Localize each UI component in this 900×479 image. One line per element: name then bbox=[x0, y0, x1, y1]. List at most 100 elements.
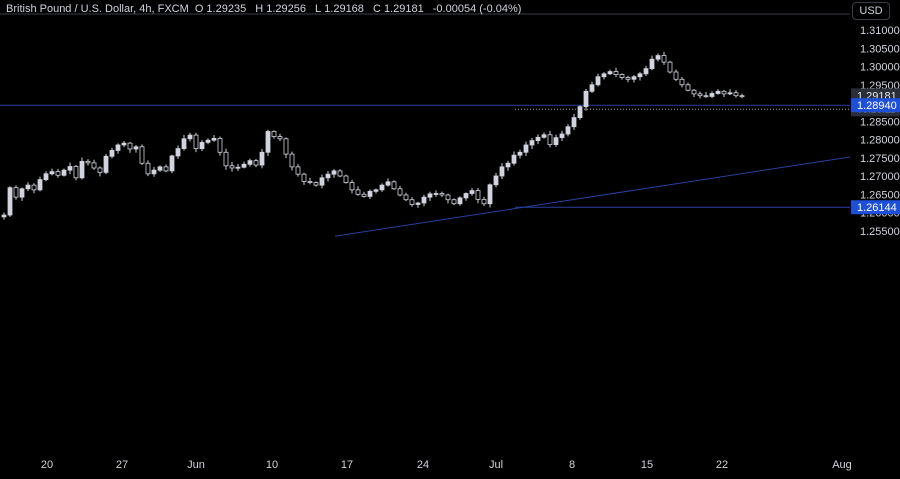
candle-body bbox=[193, 134, 199, 150]
resistance-price-label: 1.28940 bbox=[857, 100, 897, 112]
support-price-label: 1.26144 bbox=[857, 202, 897, 214]
close-value: 1.29181 bbox=[383, 3, 424, 15]
candle-body bbox=[85, 160, 91, 164]
candle-body bbox=[259, 151, 265, 166]
candle-body bbox=[73, 166, 79, 179]
candle-body bbox=[655, 55, 661, 60]
candle-body bbox=[511, 154, 517, 164]
candle-body bbox=[703, 95, 709, 98]
candle-body bbox=[595, 76, 601, 86]
candle-body bbox=[535, 136, 541, 141]
candle-body bbox=[121, 142, 127, 146]
candle-body bbox=[589, 84, 595, 92]
candle-body bbox=[103, 155, 109, 173]
candle-body bbox=[517, 151, 523, 156]
trendline[interactable] bbox=[334, 156, 851, 237]
time-tick-label: 10 bbox=[266, 459, 278, 471]
candle-body bbox=[145, 162, 151, 175]
candle-body bbox=[685, 84, 691, 91]
candle-body bbox=[265, 131, 271, 153]
candle-body bbox=[559, 133, 565, 139]
candle-body bbox=[19, 188, 25, 198]
candle-body bbox=[661, 55, 667, 63]
candle-body bbox=[367, 190, 373, 197]
candle-body bbox=[313, 182, 319, 186]
candle-body bbox=[235, 166, 241, 169]
candle-body bbox=[505, 162, 511, 168]
symbol-name[interactable]: British Pound / U.S. Dollar, 4h, FXCM bbox=[6, 3, 189, 15]
candle-body bbox=[127, 142, 133, 150]
candle-body bbox=[697, 93, 703, 97]
candle-body bbox=[673, 71, 679, 80]
high-value: 1.29256 bbox=[266, 3, 306, 15]
time-tick-label: Aug bbox=[832, 459, 852, 471]
candle-body bbox=[229, 165, 235, 169]
candle-body bbox=[397, 188, 403, 196]
candle-body bbox=[733, 92, 739, 97]
candle-body bbox=[361, 193, 367, 197]
candle-body bbox=[331, 170, 337, 175]
open-value: 1.29235 bbox=[206, 3, 247, 15]
candle-body bbox=[409, 199, 415, 205]
candle-body bbox=[643, 68, 649, 75]
candle-body bbox=[223, 151, 229, 167]
candle-body bbox=[13, 187, 19, 198]
candle-body bbox=[493, 175, 499, 186]
candle-body bbox=[337, 170, 343, 177]
open-key: O bbox=[194, 3, 204, 15]
price-tick-label: 1.25500 bbox=[860, 226, 900, 238]
resistance-price-box bbox=[851, 98, 900, 113]
candle-body bbox=[343, 175, 349, 183]
candle-body bbox=[403, 194, 409, 201]
candle-body bbox=[583, 90, 589, 108]
candle-body bbox=[373, 189, 379, 192]
price-tick-label: 1.28500 bbox=[860, 116, 900, 128]
candle-body bbox=[349, 182, 355, 191]
candle-body bbox=[601, 73, 607, 78]
time-tick-label: 22 bbox=[716, 459, 728, 471]
candle-body bbox=[727, 92, 733, 95]
candle-body bbox=[487, 184, 493, 205]
candle-body bbox=[547, 134, 553, 146]
candle-body bbox=[445, 194, 451, 201]
time-tick-label: 8 bbox=[569, 459, 575, 471]
currency-button[interactable]: USD bbox=[852, 2, 890, 20]
price-tick-label: 1.27000 bbox=[860, 171, 900, 183]
candle-body bbox=[427, 193, 433, 198]
candle-body bbox=[61, 169, 67, 176]
candle-body bbox=[691, 89, 697, 95]
candle-body bbox=[721, 90, 727, 95]
support-price-box bbox=[851, 200, 900, 215]
candle-body bbox=[379, 184, 385, 191]
price-tick-label: 1.30500 bbox=[860, 43, 900, 55]
candle-body bbox=[205, 139, 211, 143]
candle-body bbox=[631, 76, 637, 80]
price-tick-label: 1.26500 bbox=[860, 189, 900, 201]
candle-body bbox=[715, 90, 721, 94]
candle-body bbox=[577, 106, 583, 119]
candle-body bbox=[499, 166, 505, 177]
candle-body bbox=[325, 173, 331, 179]
time-axis: 20 27 Jun 10 17 24 Jul 8 15 22 Aug bbox=[41, 459, 852, 471]
candle-body bbox=[709, 93, 715, 97]
candle-body bbox=[187, 134, 193, 140]
candle-body bbox=[439, 193, 445, 196]
candle-body bbox=[295, 166, 301, 175]
candle-body bbox=[319, 177, 325, 186]
price-tick-label: 1.30000 bbox=[860, 62, 900, 74]
low-value: 1.29168 bbox=[324, 3, 364, 15]
candle-body bbox=[91, 162, 97, 169]
candle-body bbox=[457, 197, 463, 205]
candle-body bbox=[25, 184, 31, 190]
time-tick-label: Jul bbox=[489, 459, 503, 471]
candle-body bbox=[37, 179, 43, 191]
candle-body bbox=[31, 184, 37, 191]
candle-body bbox=[211, 138, 217, 141]
candle-body bbox=[475, 190, 481, 200]
candle-body bbox=[283, 138, 289, 155]
close-key: C bbox=[372, 3, 381, 15]
candle-body bbox=[433, 193, 439, 195]
